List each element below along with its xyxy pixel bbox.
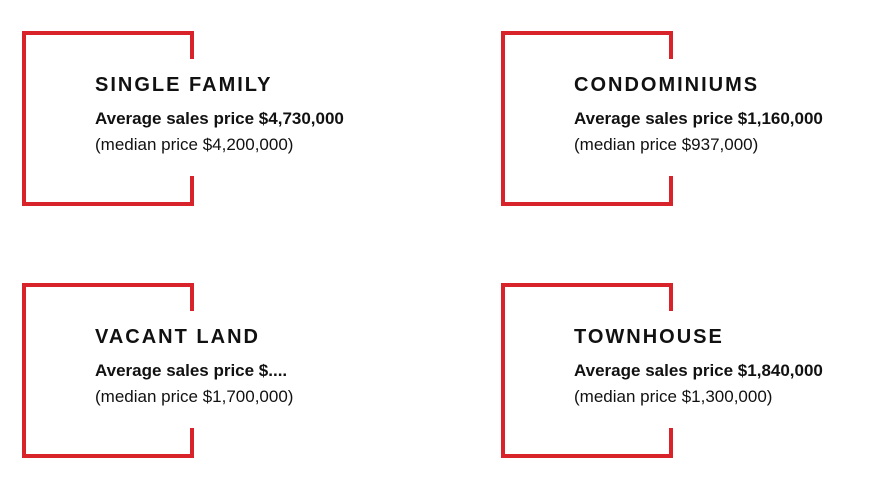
median-price: (median price $1,300,000) (574, 387, 773, 406)
bracket-frame (501, 283, 673, 458)
card-title: SINGLE FAMILY (95, 74, 273, 96)
bracket-frame (501, 31, 673, 206)
card-vacant-land: VACANT LAND Average sales price $.... (m… (22, 283, 442, 458)
card-condominiums: CONDOMINIUMS Average sales price $1,160,… (501, 31, 884, 206)
card-single-family: SINGLE FAMILY Average sales price $4,730… (22, 31, 442, 206)
median-price: (median price $1,700,000) (95, 387, 294, 406)
bracket-frame (22, 31, 194, 206)
card-title: CONDOMINIUMS (574, 74, 760, 96)
card-title: VACANT LAND (95, 326, 260, 348)
average-price: Average sales price $1,840,000 (574, 361, 823, 380)
average-price: Average sales price $1,160,000 (574, 109, 823, 128)
average-price: Average sales price $4,730,000 (95, 109, 344, 128)
average-price: Average sales price $.... (95, 361, 288, 380)
median-price: (median price $4,200,000) (95, 135, 294, 154)
card-title: TOWNHOUSE (574, 326, 724, 348)
median-price: (median price $937,000) (574, 135, 759, 154)
card-townhouse: TOWNHOUSE Average sales price $1,840,000… (501, 283, 884, 458)
bracket-frame (22, 283, 194, 458)
